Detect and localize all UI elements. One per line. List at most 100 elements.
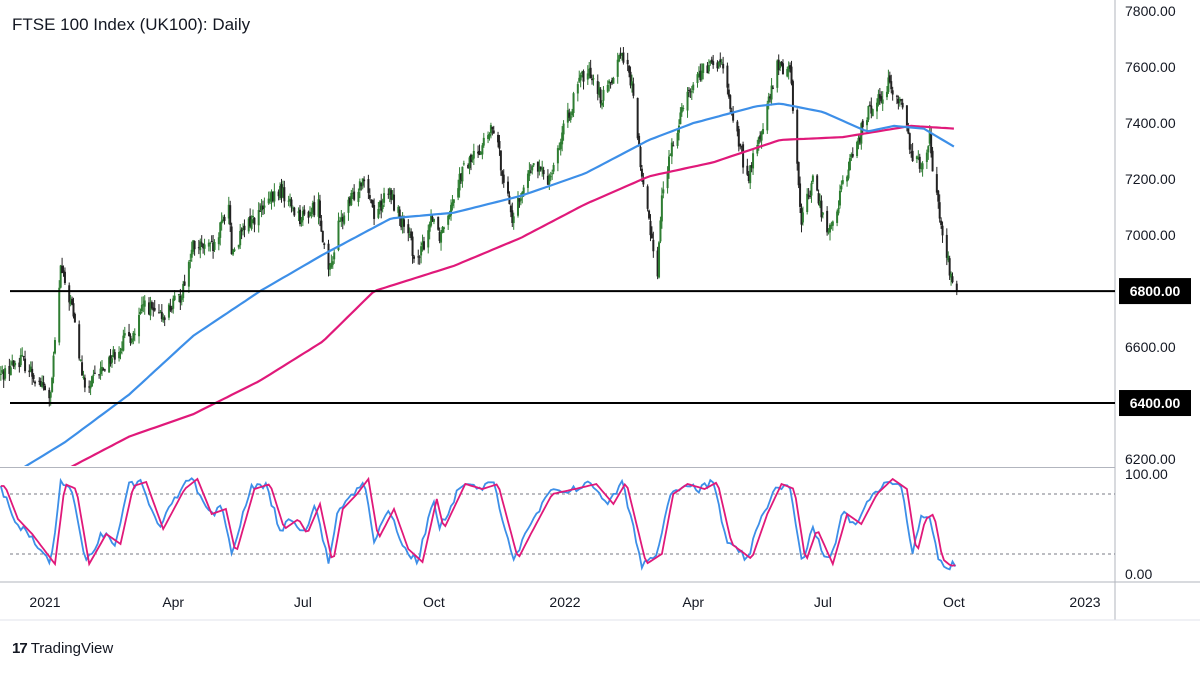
candle-up <box>397 206 400 213</box>
price-tick-label: 7200.00 <box>1125 171 1176 187</box>
candle-up <box>199 241 202 251</box>
candle-down <box>951 276 954 283</box>
candle-up <box>662 189 665 194</box>
candle-up <box>82 376 85 379</box>
candle-up <box>427 230 430 248</box>
candle-down <box>502 174 505 183</box>
candle-down <box>249 216 252 227</box>
candle-down <box>722 63 725 69</box>
candle-up <box>512 216 515 224</box>
candle-up <box>428 223 431 232</box>
candle-up <box>847 169 850 179</box>
horizontal-level-label-bg <box>1119 278 1191 305</box>
candle-down <box>390 190 393 200</box>
candle-down <box>417 256 420 258</box>
candle-down <box>491 126 494 130</box>
candle-up <box>383 193 386 203</box>
candle-down <box>109 355 112 364</box>
candle-down <box>900 99 903 101</box>
candle-up <box>925 152 928 163</box>
candle-up <box>921 163 924 170</box>
candle-up <box>139 311 142 315</box>
candle-up <box>132 332 135 341</box>
candle-up <box>579 74 582 81</box>
candle-up <box>669 154 672 156</box>
candle-down <box>321 230 324 243</box>
candle-up <box>881 99 884 104</box>
candle-up <box>836 211 839 223</box>
candle-up <box>451 202 454 206</box>
candle-up <box>270 192 273 202</box>
candle-down <box>911 150 914 162</box>
candle-down <box>891 90 894 95</box>
candle-up <box>787 66 790 72</box>
time-tick-label: Apr <box>682 594 704 610</box>
candle-down <box>826 210 829 233</box>
candle-down <box>546 175 549 185</box>
candle-down <box>807 195 810 197</box>
candle-up <box>430 215 433 226</box>
candle-up <box>601 102 604 106</box>
candle-up <box>123 333 126 336</box>
candle-down <box>799 183 802 207</box>
candle-down <box>890 81 893 90</box>
candle-down <box>809 195 812 197</box>
brand-name: TradingView <box>30 640 114 657</box>
candle-down <box>632 83 635 96</box>
candle-down <box>582 71 585 82</box>
candle-up <box>606 84 609 92</box>
candle-up <box>569 116 572 120</box>
candle-up <box>471 156 474 160</box>
candle-up <box>519 198 522 201</box>
candle-up <box>850 154 853 158</box>
candle-up <box>801 212 804 223</box>
candle-down <box>24 358 27 372</box>
candle-up <box>388 188 391 195</box>
candle-down <box>157 312 160 314</box>
candle-up <box>917 157 920 159</box>
candle-up <box>950 273 953 278</box>
candle-up <box>592 78 595 80</box>
brand-logo[interactable]: 17 TradingView <box>12 640 113 657</box>
candle-up <box>720 62 723 64</box>
candle-down <box>649 220 652 236</box>
candle-up <box>489 125 492 134</box>
candle-down <box>897 98 900 104</box>
candle-up <box>846 176 849 182</box>
candle-down <box>905 105 908 126</box>
candle-down <box>732 111 735 121</box>
candle-up <box>670 142 673 157</box>
candle-up <box>308 211 311 216</box>
candle-up <box>806 193 809 212</box>
candle-up <box>885 91 888 98</box>
candle-down <box>202 243 205 249</box>
candle-down <box>293 207 296 216</box>
candle-down <box>212 242 215 251</box>
candle-down <box>283 187 286 202</box>
candle-down <box>102 368 105 371</box>
candle-up <box>616 59 619 77</box>
candle-up <box>391 194 394 199</box>
candle-down <box>719 59 722 63</box>
price-tick-label: 7600.00 <box>1125 59 1176 75</box>
candle-down <box>628 65 631 73</box>
candle-up <box>192 240 195 252</box>
horizontal-level-label: 6400.00 <box>1130 395 1181 411</box>
candle-down <box>368 195 371 199</box>
candle-up <box>676 132 679 146</box>
candle-down <box>129 335 132 343</box>
candle-down <box>948 258 951 276</box>
candle-up <box>361 178 364 186</box>
candle-down <box>591 78 594 81</box>
candle-down <box>797 162 800 186</box>
candle-up <box>242 227 245 230</box>
candle-down <box>18 362 21 368</box>
candle-down <box>460 173 462 180</box>
candle-down <box>769 96 772 99</box>
candle-up <box>717 61 720 67</box>
candle-down <box>539 166 542 170</box>
candle-up <box>301 210 304 221</box>
candle-up <box>857 137 860 144</box>
candle-up <box>89 385 92 389</box>
